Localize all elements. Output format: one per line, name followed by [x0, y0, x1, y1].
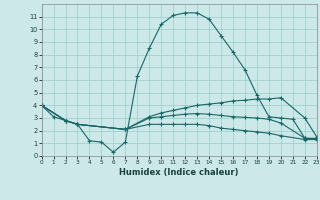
X-axis label: Humidex (Indice chaleur): Humidex (Indice chaleur): [119, 168, 239, 177]
